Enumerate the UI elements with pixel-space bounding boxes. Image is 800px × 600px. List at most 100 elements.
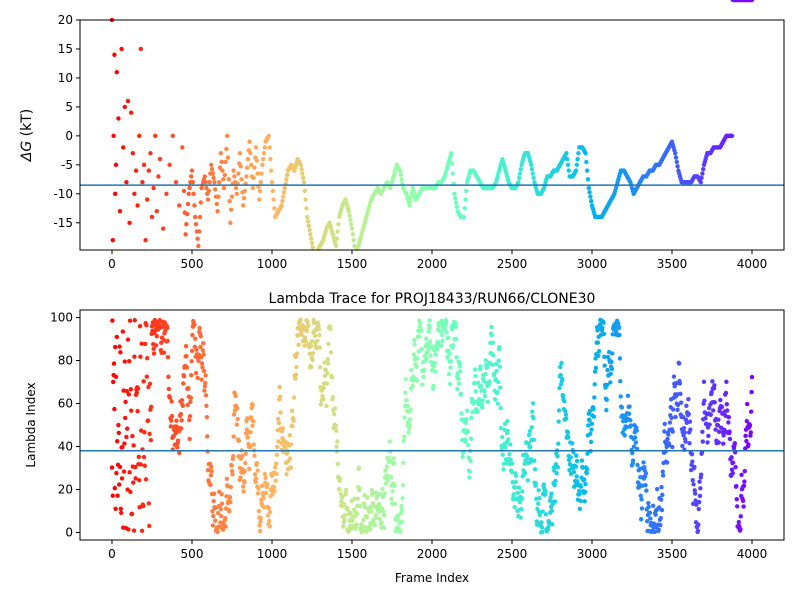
delta-g-point [190, 180, 195, 185]
lambda-point [236, 438, 242, 444]
delta-g-point [195, 236, 200, 241]
delta-g-point [347, 213, 352, 218]
lambda-point [703, 416, 708, 421]
lambda-point [137, 323, 143, 329]
lambda-point [566, 435, 571, 440]
lambda-point [526, 432, 532, 438]
lambda-point [275, 416, 281, 422]
lambda-point [682, 430, 687, 435]
lambda-point [278, 410, 283, 415]
lambda-point [483, 358, 489, 363]
lambda-point [256, 508, 262, 514]
lambda-point [377, 491, 383, 497]
lambda-point [678, 400, 684, 405]
lambda-point [169, 399, 174, 404]
lambda-point [380, 486, 385, 492]
delta-g-point [183, 232, 188, 237]
lambda-point [126, 392, 132, 397]
lambda-point [274, 471, 279, 477]
lambda-point [356, 465, 362, 471]
delta-g-point [237, 151, 243, 156]
delta-g-point [565, 156, 570, 162]
lambda-point [604, 397, 609, 403]
delta-g-point [206, 188, 211, 194]
delta-g-point [197, 214, 203, 220]
lambda-point [710, 408, 716, 413]
lambda-point [145, 418, 151, 423]
delta-g-point [409, 194, 414, 199]
delta-g-point [227, 198, 232, 204]
lambda-point [227, 495, 233, 500]
lambda-point [744, 418, 749, 424]
lambda-point [238, 475, 243, 480]
lambda-point [556, 419, 561, 424]
lambda-point [304, 328, 310, 334]
lambda-point [143, 477, 149, 482]
delta-g-point [566, 168, 571, 173]
lambda-point [169, 418, 174, 423]
lambda-point [516, 485, 522, 490]
lambda-point [162, 320, 168, 325]
lambda-point [121, 469, 127, 474]
lambda-point [739, 472, 744, 478]
delta-g-point [191, 191, 196, 197]
lambda-point [535, 520, 541, 525]
y-tick-label: 10 [58, 71, 73, 85]
lambda-point [722, 427, 727, 432]
lambda-point [578, 484, 584, 489]
delta-g-point [223, 159, 228, 165]
lambda-point [368, 520, 373, 526]
lambda-point [546, 525, 551, 530]
lambda-point [130, 433, 135, 439]
delta-g-point [517, 171, 523, 176]
lambda-point [411, 352, 416, 357]
lambda-point [317, 345, 322, 350]
lambda-point [724, 402, 729, 407]
delta-g-point [258, 180, 263, 185]
lambda-point [697, 479, 702, 484]
delta-g-point [245, 156, 251, 162]
lambda-point [277, 394, 283, 399]
lambda-point [592, 395, 597, 400]
lambda-point [506, 437, 511, 442]
lambda-point [431, 364, 437, 369]
lambda-point [647, 510, 653, 516]
lambda-x-label: Frame Index [395, 571, 469, 585]
delta-g-point [282, 185, 287, 191]
delta-g-point [127, 220, 132, 225]
lambda-point [256, 486, 261, 491]
lambda-point [579, 458, 585, 463]
lambda-point [262, 471, 268, 477]
lambda-point [273, 461, 279, 466]
delta-g-point [584, 159, 589, 165]
lambda-point [243, 460, 248, 466]
lambda-point [420, 382, 425, 387]
lambda-point [510, 480, 515, 485]
lambda-point [480, 405, 485, 410]
lambda-point [335, 461, 340, 467]
delta-g-point [699, 175, 704, 181]
lambda-point [112, 485, 118, 491]
x-tick-label: 0 [108, 257, 116, 271]
lambda-point [141, 503, 146, 509]
delta-g-x-ticks: 0 500 1000 1500 2000 2500 3000 3500 4000 [108, 250, 767, 271]
lambda-point [265, 482, 270, 487]
lambda-point [683, 439, 688, 444]
lambda-point [510, 496, 516, 502]
lambda-point [110, 318, 115, 323]
lambda-point [472, 380, 477, 386]
lambda-point [684, 403, 689, 409]
delta-g-point [112, 52, 117, 57]
lambda-point [154, 333, 160, 339]
lambda-point [198, 334, 204, 339]
delta-g-point [141, 162, 147, 168]
lambda-point [421, 374, 426, 380]
delta-g-point [214, 201, 219, 207]
delta-g-point [530, 171, 535, 176]
lambda-point [398, 511, 404, 516]
lambda-point [635, 462, 640, 468]
lambda-point [634, 428, 639, 433]
lambda-point [116, 430, 122, 436]
lambda-point [490, 340, 496, 345]
lambda-point [133, 476, 138, 481]
